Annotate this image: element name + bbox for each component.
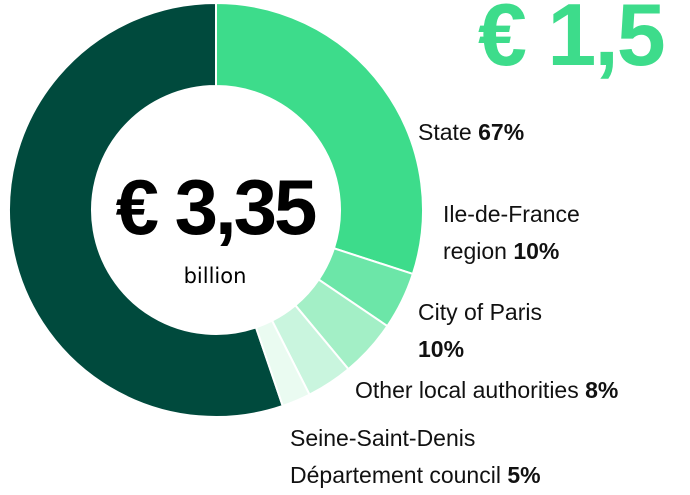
highlight-amount: € 1,5 — [478, 0, 666, 84]
segment-label: City of Paris 10% — [418, 294, 583, 368]
segment-percent: 10% — [513, 238, 560, 264]
segment-name: City of Paris — [418, 299, 542, 325]
donut-rest — [8, 1, 284, 418]
segment-name: Ile-de-France region — [443, 201, 580, 264]
segment-label: Seine-Saint-Denis Département council 5% — [290, 420, 590, 494]
total-unit: billion — [183, 264, 247, 288]
total-amount: € 3,35 — [115, 163, 318, 251]
segment-name: State — [418, 119, 472, 145]
segment-percent: 5% — [507, 462, 541, 488]
segment-name: Other local authorities — [355, 377, 579, 403]
segment-label: Other local authorities 8% — [355, 372, 690, 409]
segment-percent: 10% — [418, 336, 465, 362]
segment-name: Seine-Saint-Denis Département council — [290, 425, 501, 488]
segment-label: State 67% — [418, 114, 690, 151]
segment-percent: 8% — [585, 377, 619, 403]
segment-percent: 67% — [478, 119, 525, 145]
donut-segment — [254, 319, 311, 408]
segment-label: Ile-de-France region 10% — [443, 196, 633, 270]
donut-segment — [215, 1, 424, 276]
